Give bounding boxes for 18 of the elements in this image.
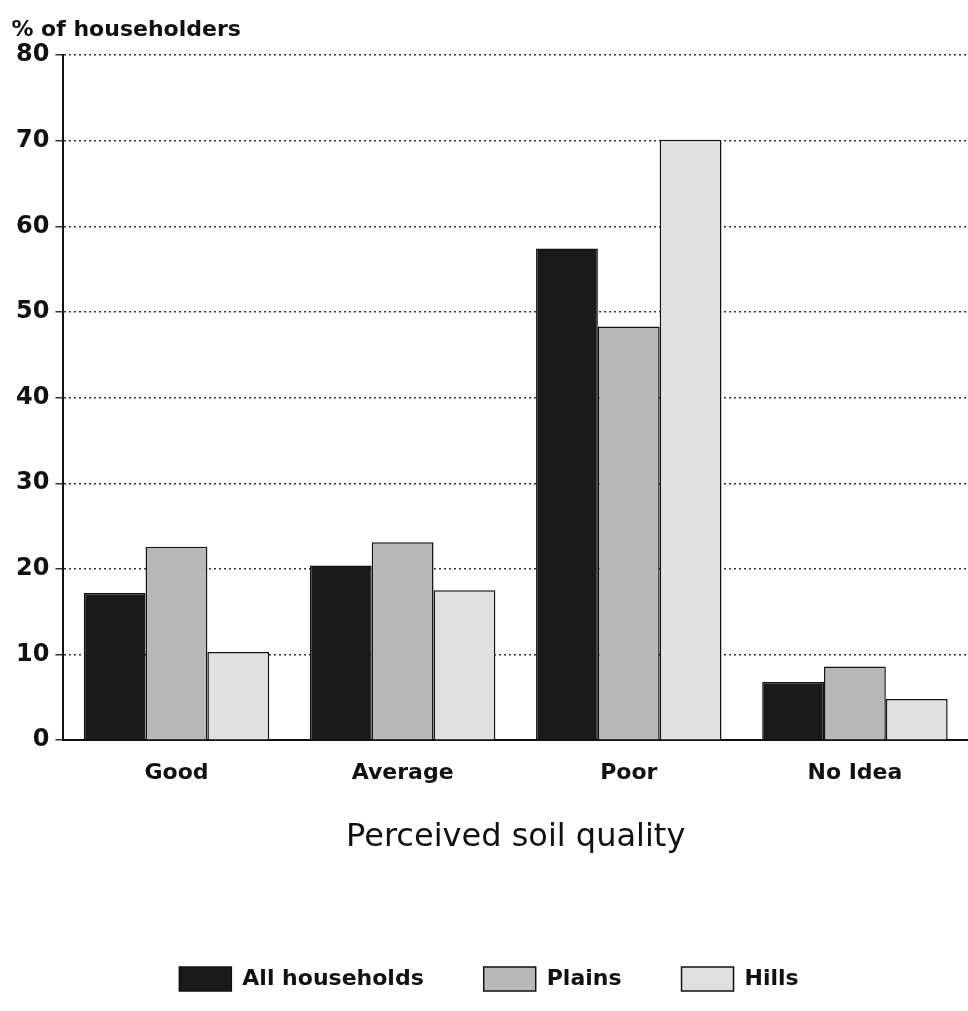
y-tick-label: 10: [15, 638, 50, 667]
x-tick-label: Poor: [600, 759, 658, 785]
x-tick-label: Good: [144, 759, 209, 785]
legend-label: Hills: [744, 964, 799, 990]
y-tick-label: 80: [15, 39, 50, 68]
legend-label: All households: [242, 964, 424, 990]
y-tick-label: 40: [15, 381, 50, 410]
legend-label: Plains: [546, 964, 622, 990]
y-tick-label: 30: [15, 467, 50, 496]
y-tick-label: 20: [15, 553, 50, 582]
y-axis-title: % of householders: [11, 15, 241, 41]
x-tick-label: No Idea: [807, 759, 903, 785]
y-tick-label: 60: [15, 210, 50, 239]
x-axis-title: Perceived soil quality: [346, 816, 686, 855]
y-tick-label: 70: [15, 124, 50, 153]
y-tick-label: 50: [15, 296, 50, 325]
y-tick-label: 0: [32, 724, 50, 753]
x-tick-label: Average: [351, 759, 454, 785]
